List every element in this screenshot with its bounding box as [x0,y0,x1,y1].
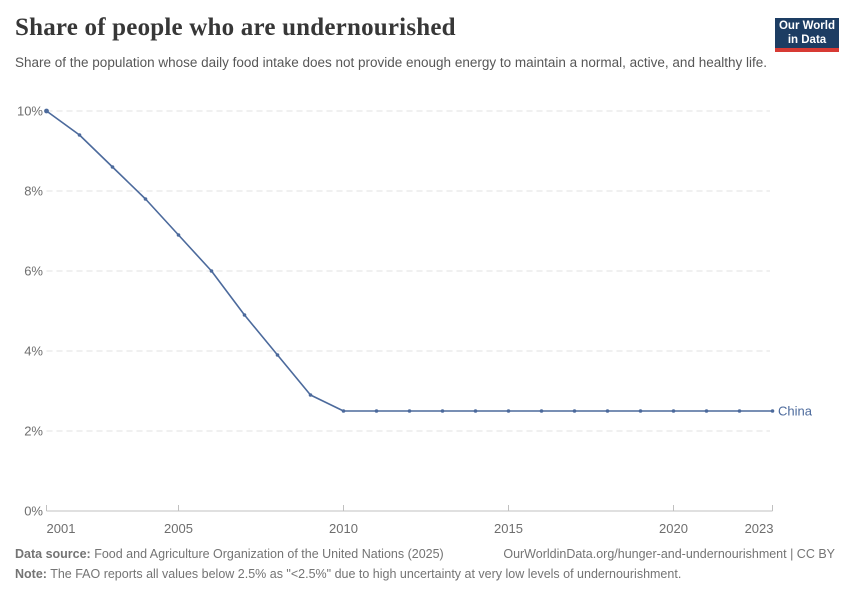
data-point [605,409,610,413]
chart-title: Share of people who are undernourished [15,14,456,41]
data-point [473,409,478,413]
data-point [242,313,247,317]
x-axis-tick-label: 2020 [659,521,688,536]
data-point [44,108,49,114]
chart-note-line: Note: The FAO reports all values below 2… [15,567,835,582]
data-point [209,269,214,273]
data-point [506,409,511,413]
data-point [704,409,709,413]
data-point [374,409,379,413]
x-axis-tick-label: 2023 [745,521,774,536]
series-end-label: China [778,404,813,419]
data-point [440,409,445,413]
data-source-text: Food and Agriculture Organization of the… [90,547,444,561]
data-point [539,409,544,413]
y-axis-tick-label: 8% [24,184,43,199]
y-axis-tick-label: 4% [24,344,43,359]
y-axis-tick-label: 0% [24,504,43,519]
data-point [176,233,181,237]
data-source-line: Data source: Food and Agriculture Organi… [15,547,444,562]
y-axis-tick-label: 2% [24,424,43,439]
chart-subtitle: Share of the population whose daily food… [15,55,767,70]
chart-footer: Data source: Food and Agriculture Organi… [15,547,835,582]
data-point [308,393,313,397]
data-point [671,409,676,413]
owid-logo-line2: in Data [787,33,827,46]
owid-logo-text: Our World in Data [775,18,839,48]
owid-logo-line1: Our World [778,20,835,32]
x-axis-tick-label: 2010 [329,521,358,536]
data-point [275,353,280,357]
data-point [737,409,742,413]
y-axis-tick-label: 6% [24,264,43,279]
x-axis-tick-label: 2005 [164,521,193,536]
note-label: Note: [15,567,47,581]
x-axis-tick-label: 2015 [494,521,523,536]
data-point [572,409,577,413]
series-line-china [45,110,774,412]
data-point [341,409,346,413]
y-axis-tick-label: 10% [17,104,43,119]
data-point [407,409,412,413]
x-axis-tick-label: 2001 [47,521,76,536]
data-point [638,409,643,413]
citation-url: OurWorldinData.org/hunger-and-undernouri… [503,547,835,561]
note-text: The FAO reports all values below 2.5% as… [46,567,682,581]
data-source-label: Data source: [15,547,91,561]
data-point [77,133,82,137]
data-point [110,165,115,169]
data-point [143,197,148,201]
data-point [770,409,775,413]
owid-logo: Our World in Data [775,18,839,52]
owid-logo-red-bar [775,48,839,52]
